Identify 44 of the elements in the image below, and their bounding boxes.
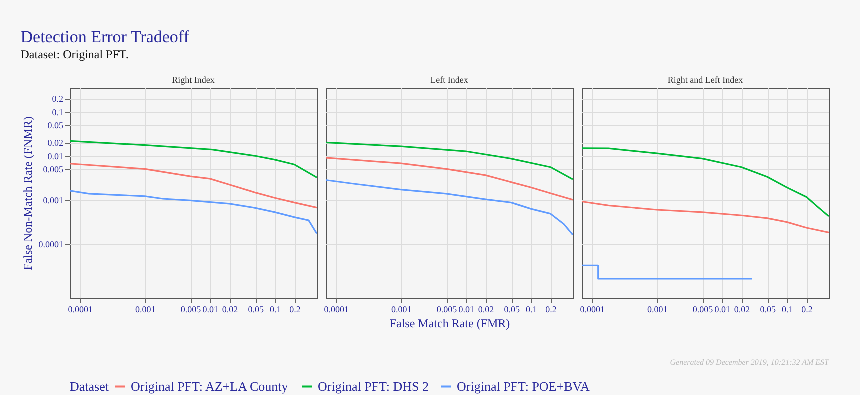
x-tick-label: 0.0001 xyxy=(68,304,93,314)
chart-title: Right and Left Index xyxy=(668,75,744,85)
x-tick-label: 0.01 xyxy=(202,304,219,314)
y-axis-title: False Non-Match Rate (FNMR) xyxy=(20,116,35,270)
x-tick-label: 0.1 xyxy=(526,304,538,314)
x-tick-label: 0.05 xyxy=(248,304,264,314)
x-tick-label: 0.01 xyxy=(458,304,475,314)
y-tick-label: 0.2 xyxy=(52,94,64,104)
y-tick-label: 0.005 xyxy=(43,164,64,175)
x-tick-label: 0.2 xyxy=(546,304,557,314)
x-tick-label: 0.005 xyxy=(180,304,202,314)
x-tick-label: 0.1 xyxy=(270,304,282,314)
chart-title: Left Index xyxy=(430,75,469,85)
x-tick-label: 0.005 xyxy=(692,304,714,314)
x-tick-label: 0.005 xyxy=(436,304,458,314)
legend-label: Original PFT: POE+BVA xyxy=(457,378,590,394)
text: Generated 09 December 2019, 10:21:32 AM EST xyxy=(670,358,830,367)
x-tick-label: 0.001 xyxy=(647,304,668,314)
x-tick-label: 0.02 xyxy=(478,304,494,314)
x-tick-label: 0.001 xyxy=(391,304,412,314)
legend-title: Dataset xyxy=(70,379,110,394)
y-tick-label: 0.02 xyxy=(48,138,64,148)
x-axis-title: False Match Rate (FMR) xyxy=(390,316,510,330)
legend-label: Original PFT: AZ+LA County xyxy=(131,378,289,394)
y-tick-label: 0.1 xyxy=(52,107,64,118)
y-tick-label: 0.01 xyxy=(48,151,64,162)
text: Dataset: Original PFT. xyxy=(20,48,129,62)
x-tick-label: 0.01 xyxy=(714,304,731,314)
x-tick-label: 0.05 xyxy=(504,304,520,314)
x-tick-label: 0.0001 xyxy=(324,304,349,314)
x-tick-label: 0.2 xyxy=(802,304,813,314)
text: Detection Error Tradeoff xyxy=(20,28,190,46)
x-tick-label: 0.02 xyxy=(734,304,750,314)
y-tick-label: 0.05 xyxy=(48,120,64,131)
x-tick-label: 0.1 xyxy=(782,304,794,314)
x-tick-label: 0.001 xyxy=(135,304,156,314)
chart-title: Right Index xyxy=(172,75,216,85)
x-tick-label: 0.02 xyxy=(222,304,238,314)
x-tick-label: 0.2 xyxy=(290,304,301,314)
y-tick-label: 0.001 xyxy=(43,195,64,206)
x-tick-label: 0.05 xyxy=(760,304,776,314)
y-tick-label: 0.0001 xyxy=(38,239,64,250)
x-tick-label: 0.0001 xyxy=(580,304,605,314)
legend-label: Original PFT: DHS 2 xyxy=(318,378,429,394)
